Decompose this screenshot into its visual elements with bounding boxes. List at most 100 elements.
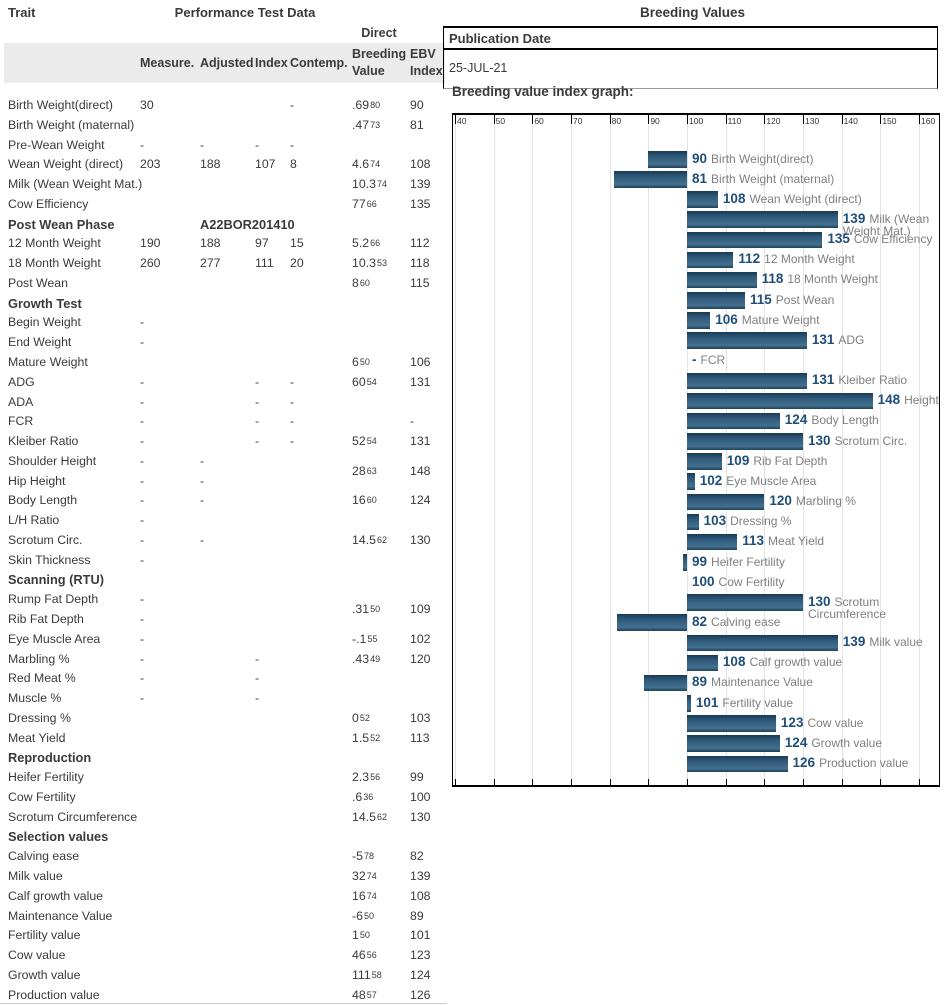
direct-breeding-value: -5 78 [352,847,374,867]
ebv-index-value: 103 [410,710,431,725]
ebv-index-value: 124 [410,493,431,508]
axis-tick-bottom [803,779,804,785]
measure-value: - [140,434,145,449]
table-row: Meat Yield 1.5 52 113 [0,729,447,749]
trait-name: Scrotum Circumference [8,809,138,824]
bar-value: 109 [726,452,750,468]
axis-tick-top [455,115,456,124]
trait-name: Post Wean [8,275,68,290]
trait-name: ADA [8,394,34,409]
measure-value: - [140,691,145,706]
bar-trait-name: Height [904,393,939,408]
axis-tick-bottom [493,779,495,785]
ebv-index-value: 139 [410,869,431,884]
trait-name: Skin Thickness [8,552,91,567]
bar-label: 90 Birth Weight(direct) [692,151,937,165]
accuracy-subscript: 49 [370,653,381,664]
chart-bar [687,594,803,611]
chart-bar [687,271,757,289]
direct-breeding-value: 6 50 [352,353,370,373]
bar-label: 113 Meat Yield [742,534,937,548]
measure-value: - [140,374,145,389]
trait-name: Cow Fertility [8,789,76,804]
chart-gridline [919,115,920,785]
accuracy-subscript: 52 [370,732,381,743]
trait-name: Mature Weight [8,355,88,369]
trait-name: Maintenance Value [8,908,113,923]
table-section-row: Growth Test [0,294,447,314]
trait-name: Birth Weight (maternal) [8,117,135,132]
axis-tick-top [841,115,843,124]
measure-value: - [140,137,145,152]
axis-tick-top [609,115,611,124]
accuracy-subscript: 74 [376,179,387,190]
table-section-row: Post Wean Phase A22BOR201410 [0,215,447,235]
ebv-index-value: 120 [410,651,431,666]
chart-gridline [841,115,843,785]
ebv-index-value: 89 [410,908,424,923]
index-value: 97 [255,236,269,251]
bar-label: 118 18 Month Weight [762,272,937,286]
table-row: Production value 48 57 126 [0,986,447,1005]
chart-bar [687,372,807,390]
trait-name: Muscle % [8,691,62,706]
trait-name: Growth Test [8,295,82,311]
index-value: - [255,434,260,449]
chart-bar [644,674,687,692]
ebv-index-value: 130 [410,532,431,547]
direct-breeding-value: 32 74 [352,867,377,887]
bar-value: 123 [780,714,804,730]
trait-name: Birth Weight(direct) [8,98,114,112]
col-header-index: Index [255,56,288,70]
accuracy-subscript: 55 [367,633,378,644]
axis-tick-top [880,115,882,124]
chart-gridline [764,115,766,785]
trait-name: Begin Weight [8,315,81,330]
table-row: 12 Month Weight 190 188 97 15 5.2 66 112 [0,234,447,254]
table-section-row: Selection values [0,827,447,847]
trait-name: Scrotum Circ. [8,532,83,547]
trait-name: Wean Weight (direct) [8,157,124,172]
bar-label: 81 Birth Weight (maternal) [692,171,937,185]
chart-gridline [880,115,882,785]
direct-breeding-value: 46 56 [352,946,377,966]
chart-bar [687,292,745,309]
index-value: - [255,414,260,429]
direct-breeding-value: .69 80 [352,96,380,116]
trait-name: Scanning (RTU) [8,572,104,588]
ebv-index-value: 123 [410,948,431,963]
axis-tick-label: 160 [921,116,936,126]
index-value: - [255,651,260,666]
chart-gridline [687,115,688,785]
bar-trait-name: Calf growth value [749,655,843,670]
ebv-index-value: 124 [410,967,431,982]
bar-trait-name: Marbling % [795,494,856,509]
chart-gridline [725,115,727,785]
trait-name: Eye Muscle Area [8,631,101,646]
bar-label: 131 ADG [812,333,937,347]
adjusted-value: 188 [200,157,221,172]
bar-value: 148 [877,392,901,408]
measure-value: 190 [140,236,161,251]
bar-label: 120 Marbling % [769,493,937,509]
accuracy-subscript: 60 [366,495,377,506]
ebv-index-value: 148 [410,463,431,478]
accuracy-subscript: 54 [366,436,377,447]
chart-bar [687,392,873,410]
chart-bar [648,151,687,168]
accuracy-subscript: 66 [366,198,377,209]
measure-value: - [140,631,145,646]
axis-tick-label: 80 [611,116,622,126]
bar-label: 108 Wean Weight (direct) [723,192,937,206]
axis-tick-bottom [919,779,920,785]
direct-breeding-value: 1 50 [352,926,370,946]
bar-value: 89 [692,674,708,690]
trait-name: ADG [8,374,35,389]
axis-tick-bottom [455,779,456,785]
axis-tick-bottom [609,779,611,785]
bar-value: 120 [769,493,792,509]
bar-label: 89 Maintenance Value [692,674,937,690]
table-row: End Weight - [0,333,447,353]
direct-breeding-value: 14.5 62 [352,531,387,551]
index-value: - [255,671,260,686]
